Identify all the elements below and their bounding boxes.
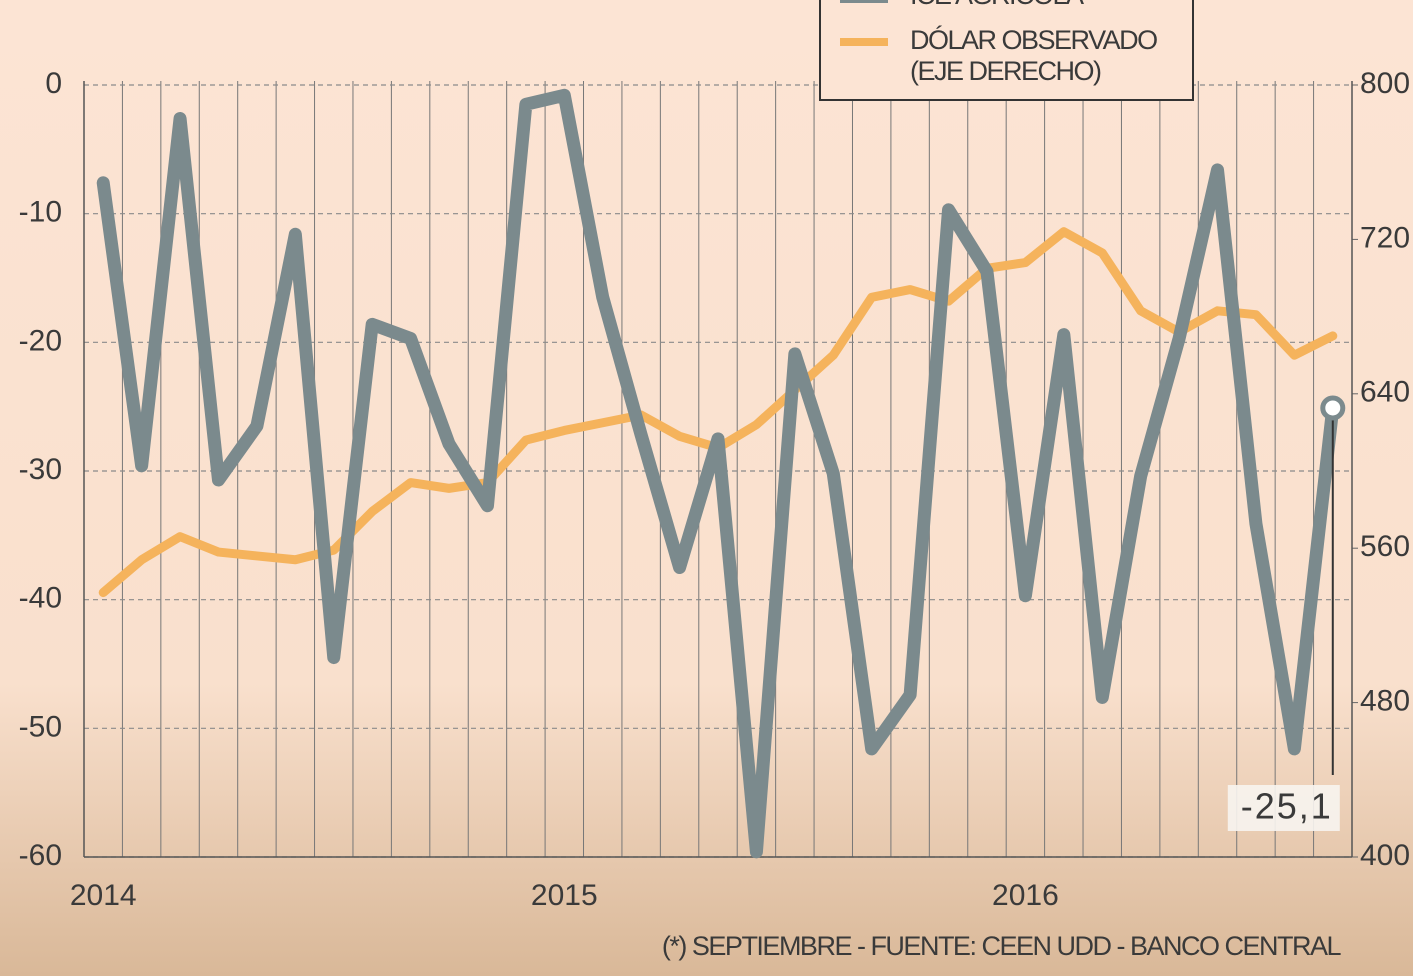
y2-tick-label: 480 [1360,685,1410,718]
y-tick-label: -40 [19,582,62,615]
footnote: (*) SEPTIEMBRE - FUENTE: CEEN UDD - BANC… [662,931,1342,961]
label-box [1227,785,1340,831]
y2-tick-label: 720 [1360,221,1410,254]
y-tick-label: 0 [45,67,62,100]
y-tick-label: -30 [19,453,62,486]
x-tick-label: 2014 [70,879,137,912]
legend-note: (EJE DERECHO) [910,56,1101,86]
point-marker [1320,395,1346,421]
legend-label: ICE AGRÍCOLA [910,0,1084,10]
y2-tick-label: 640 [1360,376,1410,409]
value-label: -25,1 [1241,786,1333,827]
y2-tick-label: 400 [1360,839,1410,872]
y-tick-label: -10 [19,196,62,229]
x-tick-label: 2015 [531,879,598,912]
y-tick-label: -50 [19,710,62,743]
y-tick-label: -20 [19,324,62,357]
series-line [96,88,1340,859]
legend-label: DÓLAR OBSERVADO [910,24,1157,55]
legend-box [819,0,1194,101]
y2-tick-label: 560 [1360,530,1410,563]
y-tick-label: -60 [19,839,62,872]
x-tick-label: 2016 [992,879,1059,912]
y2-tick-label: 800 [1360,67,1410,100]
